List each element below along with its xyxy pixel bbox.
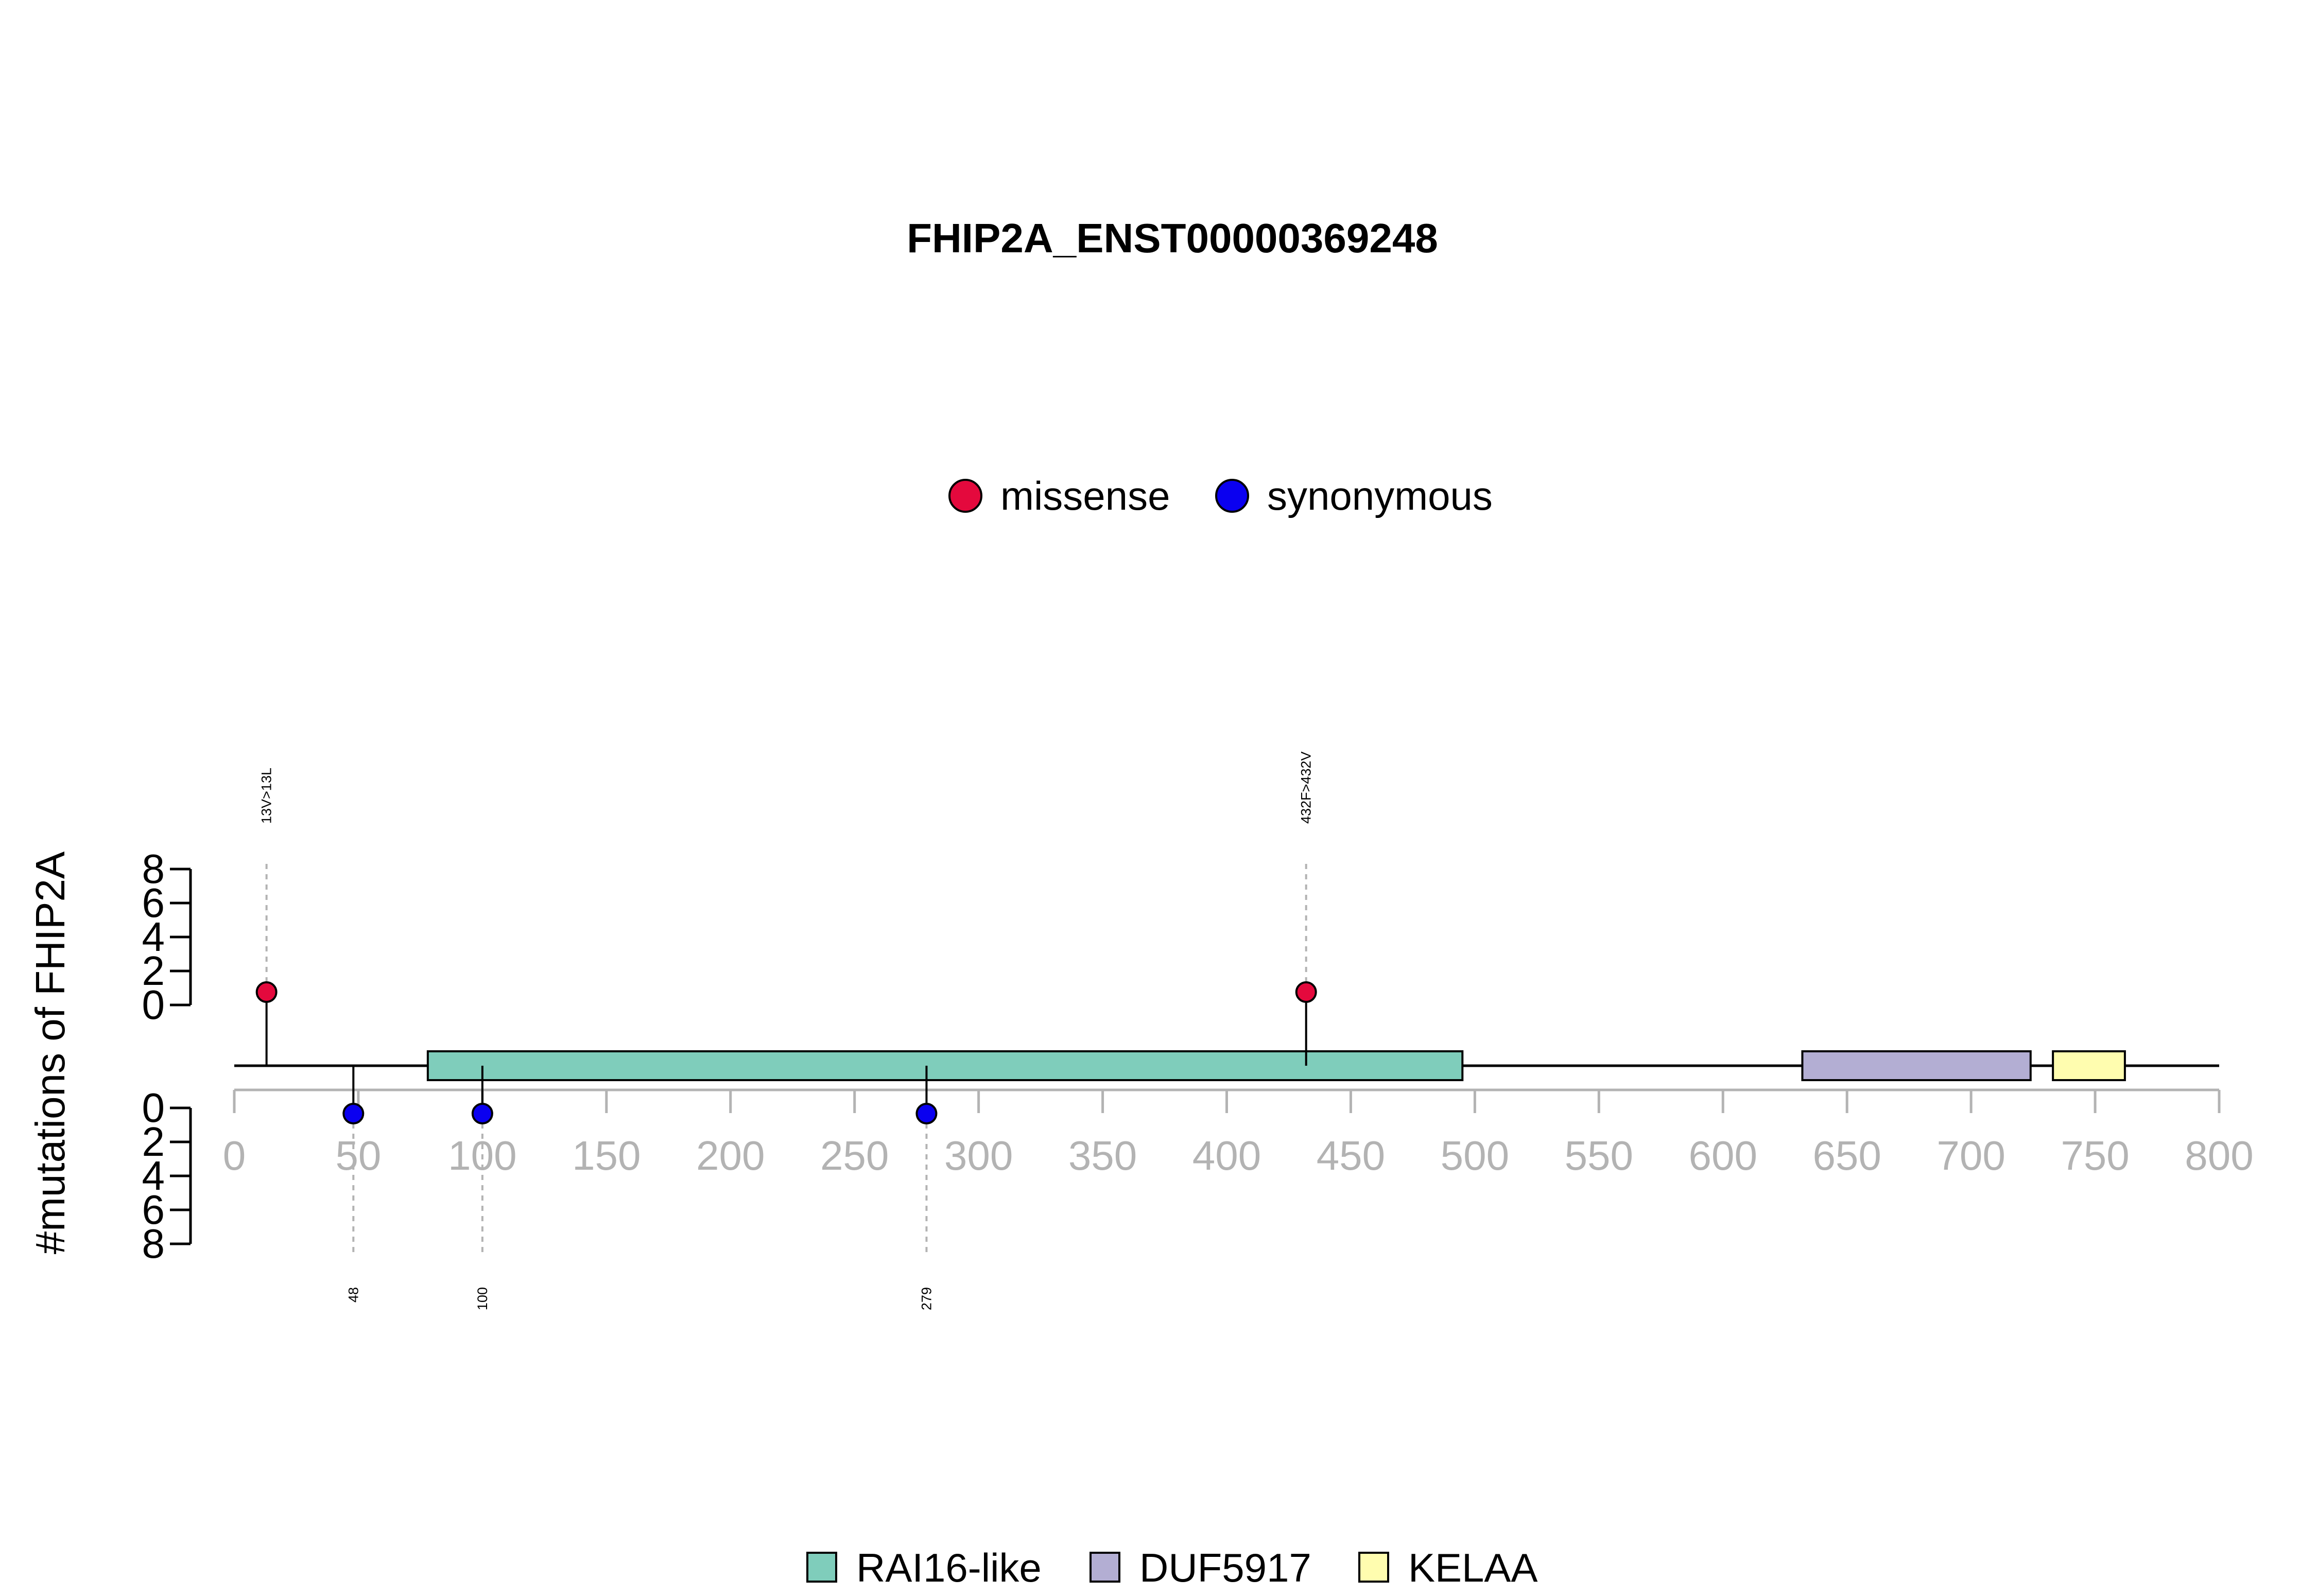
mutation-label: 48 <box>345 1287 361 1303</box>
legend-missense-swatch <box>948 479 982 513</box>
x-axis: 0 50 100 150 200 250 300 350 400 450 500 550 600 650 7… <box>223 1088 2254 1178</box>
domain-legend-kelaa-swatch <box>1358 1552 1389 1583</box>
x-tick-label: 750 <box>2061 1133 2129 1178</box>
y-upper-tick-label: 0 <box>142 982 165 1028</box>
domain-legend-rai16-like-label: RAI16-like <box>856 1545 1042 1590</box>
x-tick-label: 550 <box>1565 1133 1633 1178</box>
domain-kelaa <box>2052 1050 2126 1081</box>
mutation-label: 432F>432V <box>1299 752 1314 824</box>
y-lower-tick-label: 4 <box>142 1153 165 1199</box>
x-tick-label: 600 <box>1689 1133 1757 1178</box>
y-lower-tick-label: 6 <box>142 1187 165 1233</box>
y-lower-tick-label: 8 <box>142 1221 165 1267</box>
y-upper-tick-label: 8 <box>142 846 165 892</box>
x-tick-label: 300 <box>944 1133 1013 1178</box>
y-upper-tick-label: 2 <box>142 948 165 994</box>
mutation-point <box>915 1103 938 1124</box>
domain-legend-duf5917-label: DUF5917 <box>1139 1545 1311 1590</box>
domain-rai16-like <box>426 1050 1464 1081</box>
mutation-layer: 13V>13L 432F>432V 48 100 279 <box>255 752 1317 1310</box>
x-tick-label: 200 <box>696 1133 765 1178</box>
y-axis-label: #mutations of FHIP2A <box>27 851 73 1254</box>
domain-legend-duf5917-swatch <box>1090 1552 1120 1583</box>
domain-layer <box>426 1050 2126 1081</box>
mutation-label: 13V>13L <box>259 768 274 824</box>
x-tick-label: 50 <box>335 1133 381 1178</box>
x-tick-label: 650 <box>1812 1133 1881 1178</box>
y-lower-tick-label: 2 <box>142 1119 165 1165</box>
y-upper-tick-label: 6 <box>142 880 165 926</box>
x-tick-label: 0 <box>223 1133 246 1178</box>
mutation-point <box>471 1103 493 1124</box>
mutation-point <box>1295 981 1317 1003</box>
mutation-label: 279 <box>919 1287 934 1310</box>
mutation-label: 100 <box>475 1287 490 1310</box>
mutation-legend: missense synonymous <box>948 473 1493 518</box>
x-tick-label: 150 <box>572 1133 641 1178</box>
mutation-point <box>342 1103 365 1124</box>
legend-synonymous-label: synonymous <box>1267 473 1493 518</box>
x-tick-label: 250 <box>820 1133 889 1178</box>
chart-title: FHIP2A_ENST00000369248 <box>907 215 1438 261</box>
x-tick-label: 400 <box>1192 1133 1261 1178</box>
mutation-point <box>255 981 278 1003</box>
x-tick-label: 500 <box>1441 1133 1509 1178</box>
y-lower-tick-label: 0 <box>142 1085 165 1131</box>
x-tick-label: 350 <box>1068 1133 1137 1178</box>
domain-legend-rai16-like-swatch <box>806 1552 837 1583</box>
domain-duf5917 <box>1801 1050 2032 1081</box>
domain-legend: RAI16-like DUF5917 KELAA <box>806 1545 1537 1590</box>
x-tick-label: 700 <box>1936 1133 2005 1178</box>
x-tick-label: 450 <box>1317 1133 1385 1178</box>
domain-legend-kelaa-label: KELAA <box>1408 1545 1537 1590</box>
x-tick-label: 800 <box>2185 1133 2253 1178</box>
legend-synonymous-swatch <box>1215 479 1249 513</box>
legend-missense-label: missense <box>1000 473 1170 518</box>
y-upper-tick-label: 4 <box>142 914 165 960</box>
